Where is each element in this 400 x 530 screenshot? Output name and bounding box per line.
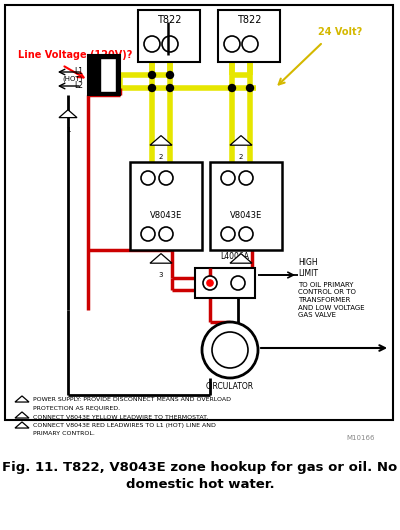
Bar (218, 10, 280, 62)
Text: CONNECT V8043E YELLOW LEADWIRE TO THERMOSTAT.: CONNECT V8043E YELLOW LEADWIRE TO THERMO… (33, 415, 208, 420)
Circle shape (148, 84, 156, 92)
Text: 2: 2 (159, 154, 163, 160)
Text: Line Voltage (120V)?: Line Voltage (120V)? (18, 50, 132, 60)
Text: CIRCULATOR: CIRCULATOR (206, 382, 254, 391)
Circle shape (166, 84, 174, 92)
Bar (100, 58, 116, 92)
Circle shape (246, 84, 254, 92)
Circle shape (144, 36, 160, 52)
Polygon shape (59, 110, 77, 118)
Bar (210, 162, 282, 250)
Circle shape (141, 171, 155, 185)
Circle shape (239, 227, 253, 241)
Text: TO OIL PRIMARY
CONTROL OR TO
TRANSFORMER
AND LOW VOLTAGE
GAS VALVE: TO OIL PRIMARY CONTROL OR TO TRANSFORMER… (298, 282, 365, 318)
Circle shape (202, 322, 258, 378)
Text: CONNECT V8043E RED LEADWIRES TO L1 (HOT) LINE AND: CONNECT V8043E RED LEADWIRES TO L1 (HOT)… (33, 423, 216, 428)
Circle shape (224, 36, 240, 52)
Text: 1: 1 (66, 127, 70, 133)
Bar (88, 55, 120, 95)
Polygon shape (150, 136, 172, 145)
Text: POWER SUPPLY: PROVIDE DISCONNECT MEANS AND OVERLOAD: POWER SUPPLY: PROVIDE DISCONNECT MEANS A… (33, 397, 231, 402)
Bar (138, 10, 200, 62)
Text: 2: 2 (239, 154, 243, 160)
Circle shape (221, 171, 235, 185)
Bar (130, 162, 202, 250)
Circle shape (242, 36, 258, 52)
Polygon shape (230, 254, 252, 263)
Circle shape (231, 276, 245, 290)
Text: T822: T822 (237, 15, 261, 25)
Circle shape (239, 171, 253, 185)
Text: 3: 3 (159, 272, 163, 278)
Text: PRIMARY CONTROL.: PRIMARY CONTROL. (33, 431, 95, 436)
Circle shape (162, 36, 178, 52)
Text: domestic hot water.: domestic hot water. (126, 479, 274, 491)
Circle shape (166, 72, 174, 78)
Bar (195, 268, 255, 298)
Circle shape (159, 171, 173, 185)
Circle shape (159, 227, 173, 241)
Polygon shape (15, 412, 29, 418)
Text: 3: 3 (239, 272, 243, 278)
Circle shape (207, 280, 213, 286)
Text: Transformer?: Transformer? (136, 12, 200, 22)
Polygon shape (230, 136, 252, 145)
Text: V8043E: V8043E (230, 210, 262, 219)
Text: M10166: M10166 (346, 435, 375, 441)
Circle shape (228, 84, 236, 92)
Text: 24 Volt?: 24 Volt? (318, 27, 362, 37)
Text: (HOT): (HOT) (63, 76, 83, 82)
Polygon shape (15, 396, 29, 402)
Text: HIGH
LIMIT: HIGH LIMIT (298, 258, 318, 278)
Text: Fig. 11. T822, V8043E zone hookup for gas or oil. No: Fig. 11. T822, V8043E zone hookup for ga… (2, 462, 398, 474)
Text: L2: L2 (74, 82, 83, 91)
Circle shape (148, 72, 156, 78)
Polygon shape (15, 422, 29, 428)
Circle shape (212, 332, 248, 368)
Text: T822: T822 (157, 15, 181, 25)
Text: PROTECTION AS REQUIRED.: PROTECTION AS REQUIRED. (33, 405, 120, 410)
Bar (5, 5, 393, 420)
Text: L1: L1 (74, 67, 83, 76)
Circle shape (221, 227, 235, 241)
Text: L4006A: L4006A (220, 252, 250, 261)
Circle shape (203, 276, 217, 290)
Circle shape (141, 227, 155, 241)
Polygon shape (150, 254, 172, 263)
Text: V8043E: V8043E (150, 210, 182, 219)
